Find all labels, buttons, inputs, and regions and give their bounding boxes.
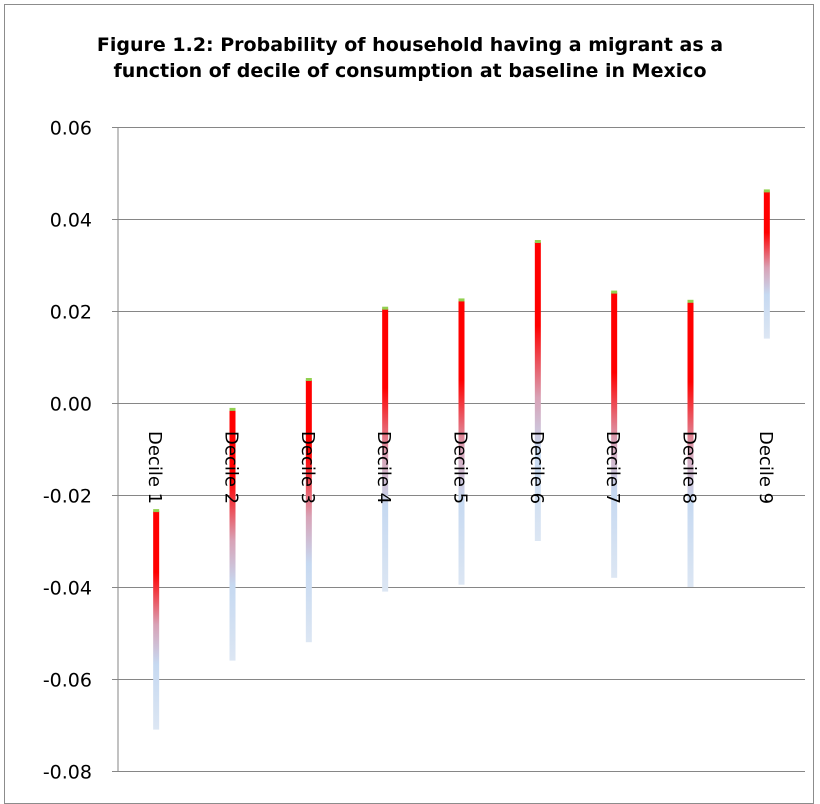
high-marker [763,189,770,193]
y-tick-label: 0.00 [50,394,92,416]
bar [611,292,618,578]
bar [458,300,465,585]
high-marker [382,306,389,310]
chart-title-line-1: Figure 1.2: Probability of household hav… [96,34,724,56]
category-label: Decile 4 [373,431,394,504]
high-marker [611,290,618,294]
category-label: Decile 1 [144,431,165,504]
high-marker [458,298,465,302]
category-label: Decile 8 [679,431,700,504]
high-marker [305,378,312,381]
y-tick-label: -0.02 [43,486,92,508]
bar [687,301,694,587]
chart-title: Figure 1.2: Probability of household hav… [0,32,820,84]
category-label: Decile 5 [450,431,471,504]
high-marker [687,299,694,303]
high-marker [229,407,236,411]
y-tick-label: -0.04 [43,578,92,600]
category-label: Decile 2 [221,431,242,504]
category-label: Decile 9 [755,431,776,504]
y-tick-label: -0.08 [43,762,92,784]
category-label: Decile 7 [602,431,623,504]
high-marker [534,240,541,243]
category-label: Decile 3 [297,431,318,504]
bar [153,511,160,730]
bar [305,380,312,643]
bar [382,308,389,592]
high-marker [153,509,160,513]
category-label: Decile 6 [526,431,547,504]
category-labels: Decile 1 Decile 2 Decile 3 Decile 4 Decile 5… [144,431,776,504]
y-tick-label: -0.06 [43,670,92,692]
bar [534,242,541,541]
y-tick-label: 0.04 [50,210,92,232]
y-tick-label: 0.02 [50,302,92,324]
bar [763,191,770,339]
y-axis: 0.06 0.04 0.02 0.00 -0.02 -0.04 -0.06 -0.08 [43,118,119,784]
chart-title-line-2: function of decile of consumption at bas… [113,60,707,82]
bar [229,409,236,661]
y-tick-label: 0.06 [50,118,92,140]
bars [153,189,770,730]
